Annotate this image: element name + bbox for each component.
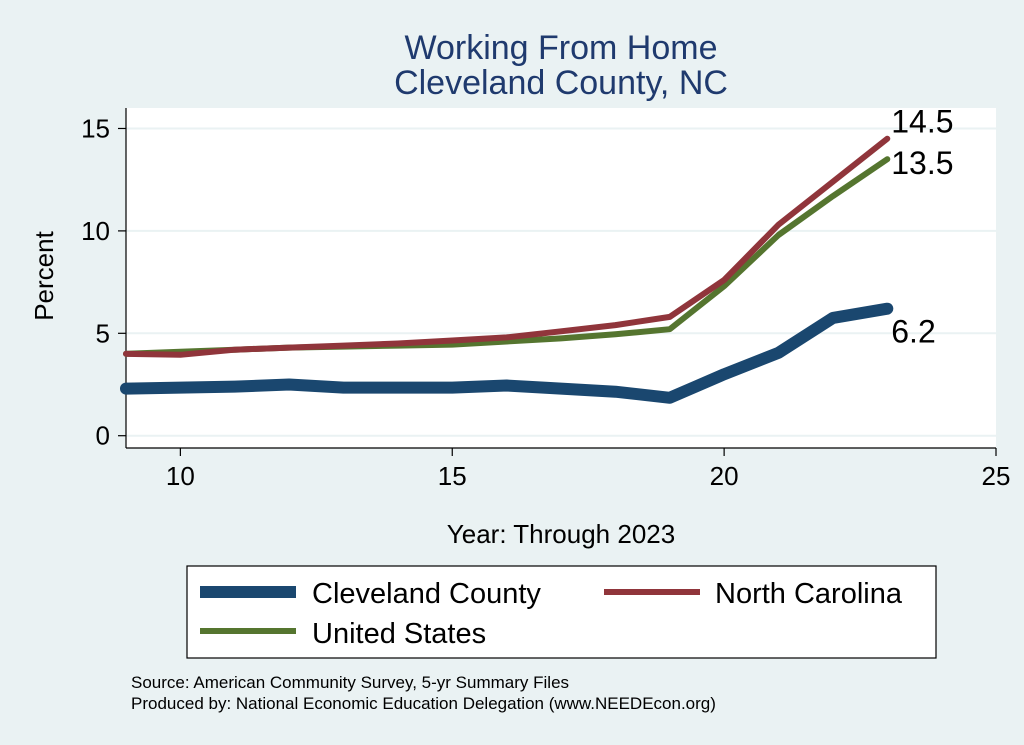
end-label: 13.5 [891, 145, 953, 181]
y-tick-label: 0 [96, 421, 110, 451]
y-axis-title: Percent [29, 230, 59, 320]
chart-subtitle: Cleveland County, NC [394, 64, 728, 102]
y-tick-label: 10 [81, 216, 110, 246]
series-line-cleveland-county [120, 302, 894, 404]
y-axis-ticks: 0 5 10 15 [81, 113, 126, 451]
y-tick-label: 15 [81, 113, 110, 143]
end-label: 6.2 [891, 314, 935, 350]
x-tick-label: 15 [438, 461, 467, 491]
y-tick-label: 5 [96, 318, 110, 348]
legend-box [186, 565, 937, 659]
legend-label-north-carolina: North Carolina [715, 578, 903, 610]
legend-item-united-states: United States [200, 618, 486, 650]
x-axis-title: Year: Through 2023 [447, 519, 675, 549]
series-line-north-carolina [123, 135, 891, 358]
legend-label-united-states: United States [312, 618, 486, 650]
legend-label-cleveland-county: Cleveland County [312, 578, 541, 610]
chart-title: Working From Home [405, 29, 718, 67]
end-label: 14.5 [891, 104, 953, 140]
legend-item-cleveland-county: Cleveland County [200, 578, 541, 610]
producer-note: Produced by: National Economic Education… [131, 694, 716, 713]
x-tick-label: 25 [982, 461, 1011, 491]
x-axis-ticks: 10 15 20 25 [166, 448, 1011, 491]
x-tick-label: 10 [166, 461, 195, 491]
legend-item-north-carolina: North Carolina [604, 578, 903, 610]
end-labels: 6.2 14.5 13.5 [891, 104, 953, 350]
x-tick-label: 20 [710, 461, 739, 491]
series-lines [120, 135, 894, 404]
source-note: Source: American Community Survey, 5-yr … [131, 673, 569, 692]
